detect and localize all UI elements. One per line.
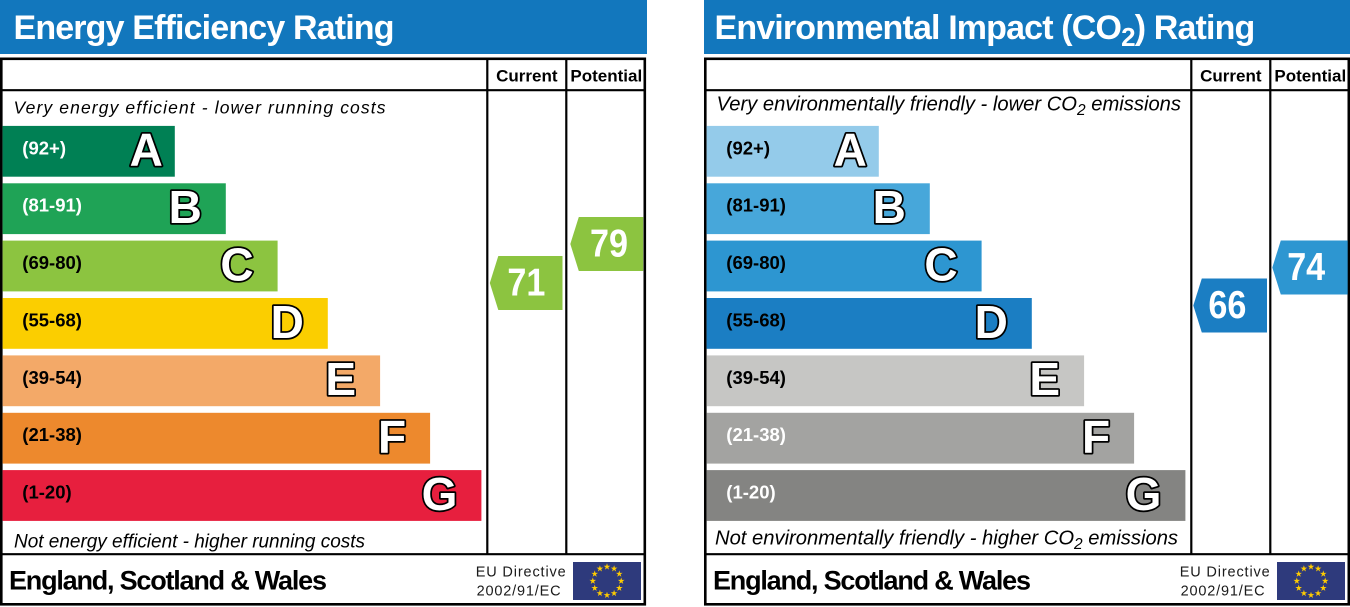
svg-text:(1-20): (1-20) (22, 482, 71, 503)
svg-text:F: F (378, 411, 406, 463)
svg-text:(55-68): (55-68) (726, 309, 786, 330)
svg-text:B: B (169, 181, 202, 233)
svg-text:E: E (325, 353, 356, 405)
svg-text:(81-91): (81-91) (726, 195, 786, 216)
svg-text:Environmental Impact (CO2) Rat: Environmental Impact (CO2) Rating (715, 9, 1255, 52)
svg-text:(39-54): (39-54) (22, 367, 82, 388)
svg-text:(55-68): (55-68) (22, 309, 82, 330)
svg-text:A: A (130, 124, 163, 176)
svg-text:74: 74 (1287, 246, 1325, 289)
svg-text:79: 79 (590, 223, 628, 266)
svg-text:D: D (271, 296, 304, 348)
svg-text:66: 66 (1208, 284, 1246, 327)
svg-text:EU Directive: EU Directive (1180, 564, 1270, 580)
svg-text:(69-80): (69-80) (22, 252, 82, 273)
svg-text:(39-54): (39-54) (726, 367, 786, 388)
svg-text:G: G (422, 468, 458, 520)
svg-text:G: G (1126, 468, 1162, 520)
svg-text:F: F (1082, 411, 1110, 463)
svg-text:EU Directive: EU Directive (476, 564, 566, 580)
svg-text:A: A (834, 124, 867, 176)
svg-text:Very energy efficient - lower: Very energy efficient - lower running co… (14, 98, 386, 118)
svg-text:(1-20): (1-20) (726, 482, 775, 503)
svg-text:2002/91/EC: 2002/91/EC (477, 584, 561, 600)
svg-text:(69-80): (69-80) (726, 252, 786, 273)
svg-text:D: D (975, 296, 1008, 348)
svg-text:71: 71 (507, 262, 545, 305)
svg-text:Very environmentally friendly: Very environmentally friendly - lower CO… (717, 93, 1182, 119)
svg-text:Energy Efficiency Rating: Energy Efficiency Rating (14, 9, 395, 47)
svg-text:E: E (1029, 353, 1060, 405)
svg-text:(81-91): (81-91) (22, 195, 82, 216)
svg-text:Current: Current (1200, 66, 1262, 85)
svg-text:(92+): (92+) (726, 137, 770, 158)
svg-text:(92+): (92+) (22, 137, 66, 158)
svg-text:England, Scotland & Wales: England, Scotland & Wales (713, 566, 1031, 596)
svg-text:Not environmentally friendly -: Not environmentally friendly - higher CO… (715, 527, 1178, 553)
svg-text:2002/91/EC: 2002/91/EC (1181, 584, 1265, 600)
svg-text:Potential: Potential (1274, 66, 1346, 85)
svg-text:Current: Current (496, 66, 558, 85)
svg-text:C: C (924, 238, 957, 290)
svg-text:Potential: Potential (570, 66, 642, 85)
svg-text:B: B (873, 181, 906, 233)
svg-text:C: C (220, 238, 253, 290)
svg-text:(21-38): (21-38) (726, 424, 786, 445)
svg-text:Not energy efficient - higher: Not energy efficient - higher running co… (14, 531, 366, 552)
svg-text:England, Scotland & Wales: England, Scotland & Wales (9, 566, 327, 596)
svg-text:(21-38): (21-38) (22, 424, 82, 445)
